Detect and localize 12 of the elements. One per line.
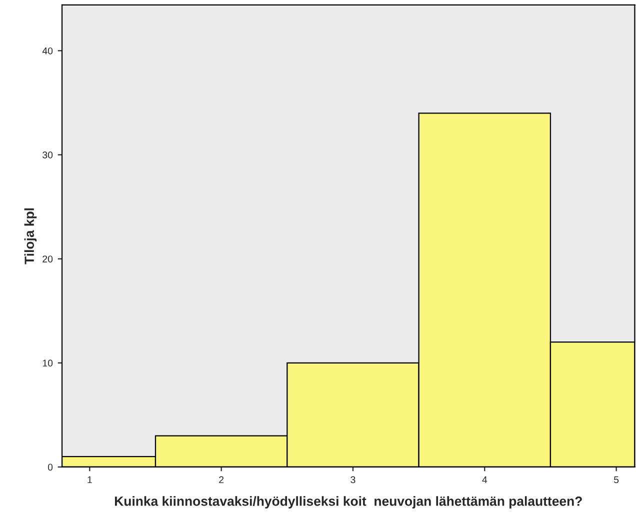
x-tick-label: 5 [614,476,619,484]
y-tick-label: 20 [42,256,53,262]
x-tick-label: 1 [88,476,92,484]
y-tick-label: 0 [48,464,53,471]
x-tick-label: 2 [219,476,224,484]
x-tick-label: 3 [350,476,356,484]
y-tick-label: 10 [42,360,53,367]
y-axis-title: Tiloja kpl [24,208,37,264]
y-tick-label: 30 [42,152,53,158]
y-tick-label: 40 [42,47,53,54]
x-axis-title: Kuinka kiinnostavaksi/hyödylliseksi koit neuvojan lähettämän palautteen? [115,496,582,508]
x-tick-label: 4 [482,476,488,484]
